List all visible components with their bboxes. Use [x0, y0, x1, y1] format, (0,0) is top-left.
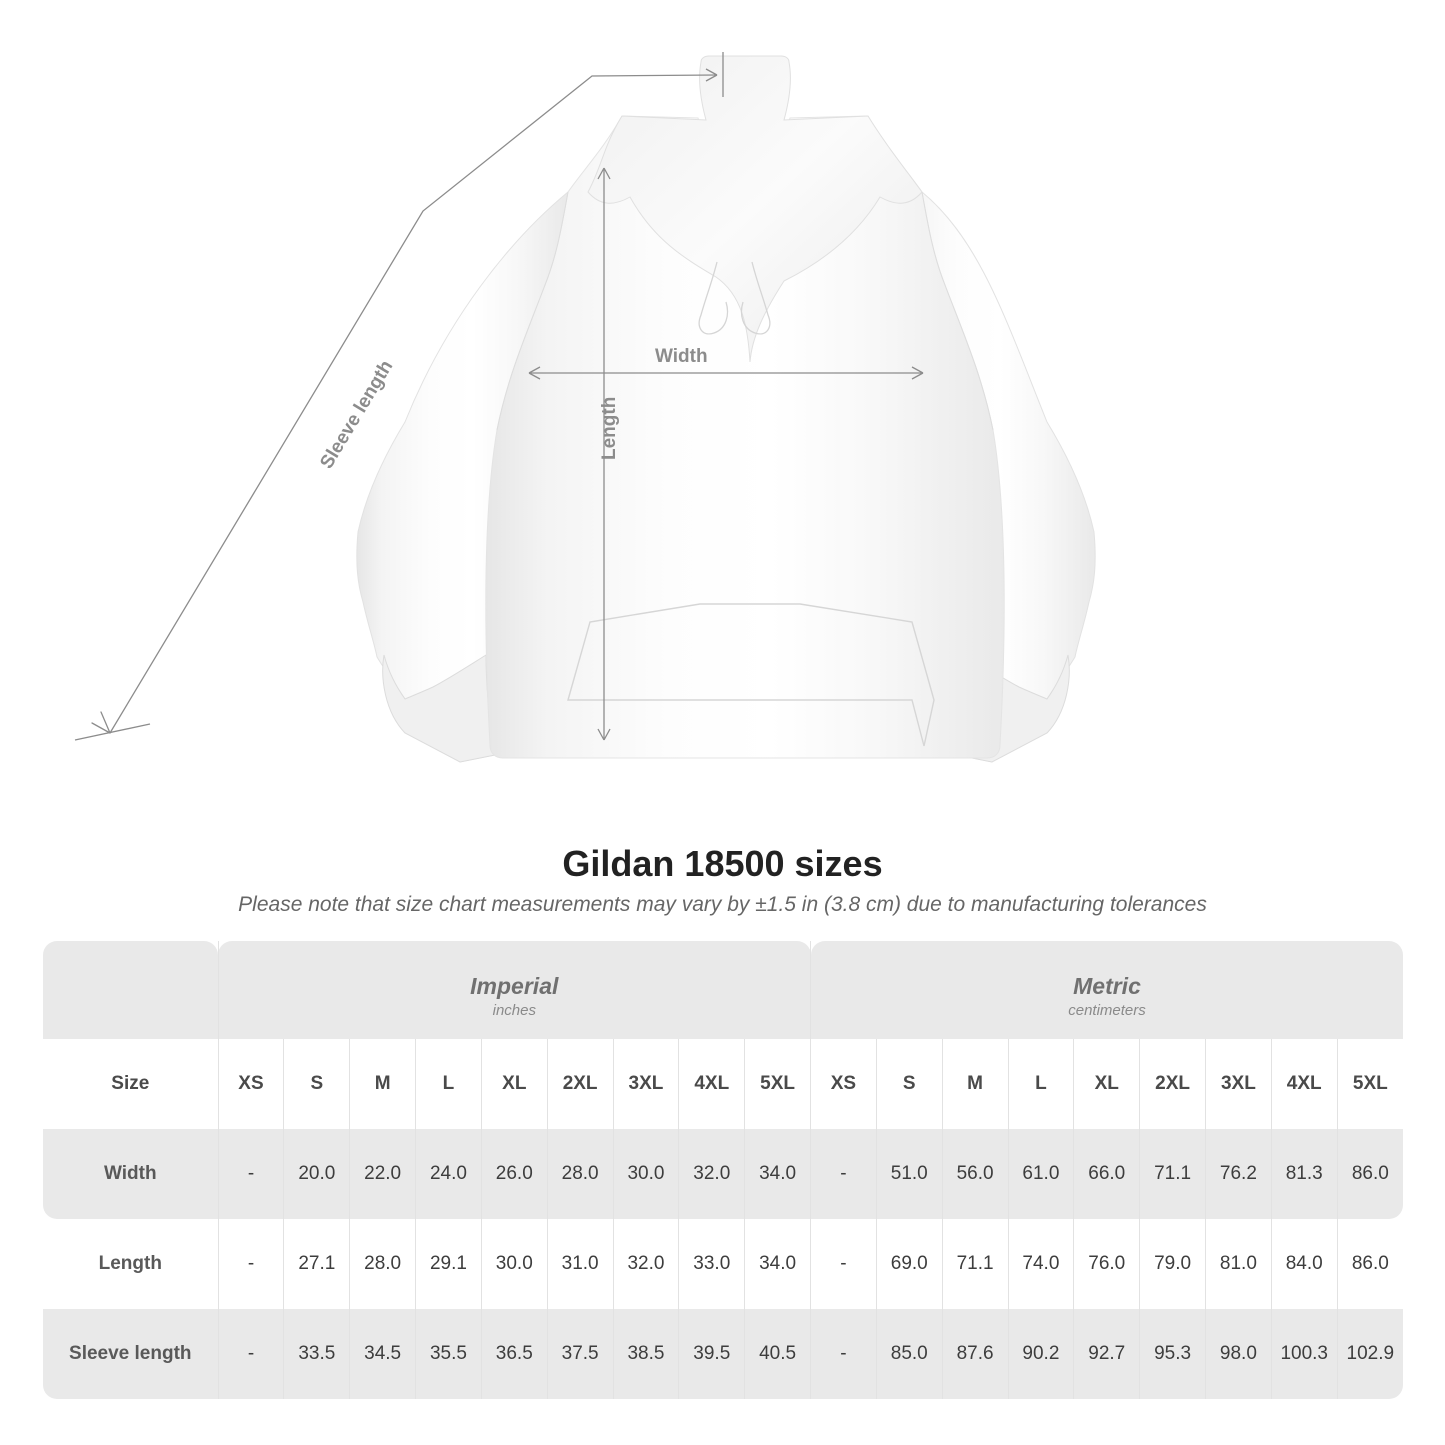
- svg-text:Length: Length: [599, 397, 620, 460]
- svg-text:Width: Width: [655, 346, 708, 367]
- svg-text:Sleeve length: Sleeve length: [316, 357, 397, 473]
